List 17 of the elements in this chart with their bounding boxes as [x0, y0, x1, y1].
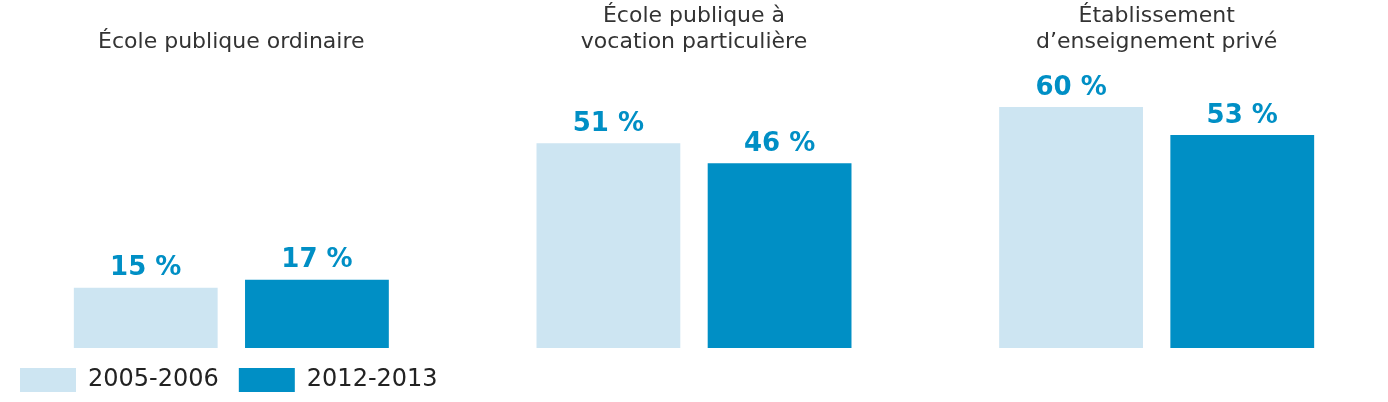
data-label: 60 % [1035, 70, 1107, 101]
bar [536, 143, 681, 348]
bar [999, 106, 1143, 348]
x-tick-label: École publique à vocation particulière [580, 1, 808, 54]
legend-label: 2005-2006 [88, 364, 219, 393]
data-label: 53 % [1206, 98, 1278, 129]
bar [245, 279, 389, 348]
x-tick-label: Établissement d’enseignement privé [1036, 1, 1278, 54]
data-label: 51 % [572, 106, 645, 137]
bar [73, 287, 218, 348]
legend-label: 2012-2013 [306, 364, 438, 393]
data-label: 17 % [281, 243, 353, 274]
bar [1170, 135, 1315, 348]
data-label: 15 % [110, 251, 182, 282]
bar [707, 163, 852, 348]
x-tick-label: École publique ordinaire [98, 28, 365, 54]
data-label: 46 % [743, 126, 816, 157]
